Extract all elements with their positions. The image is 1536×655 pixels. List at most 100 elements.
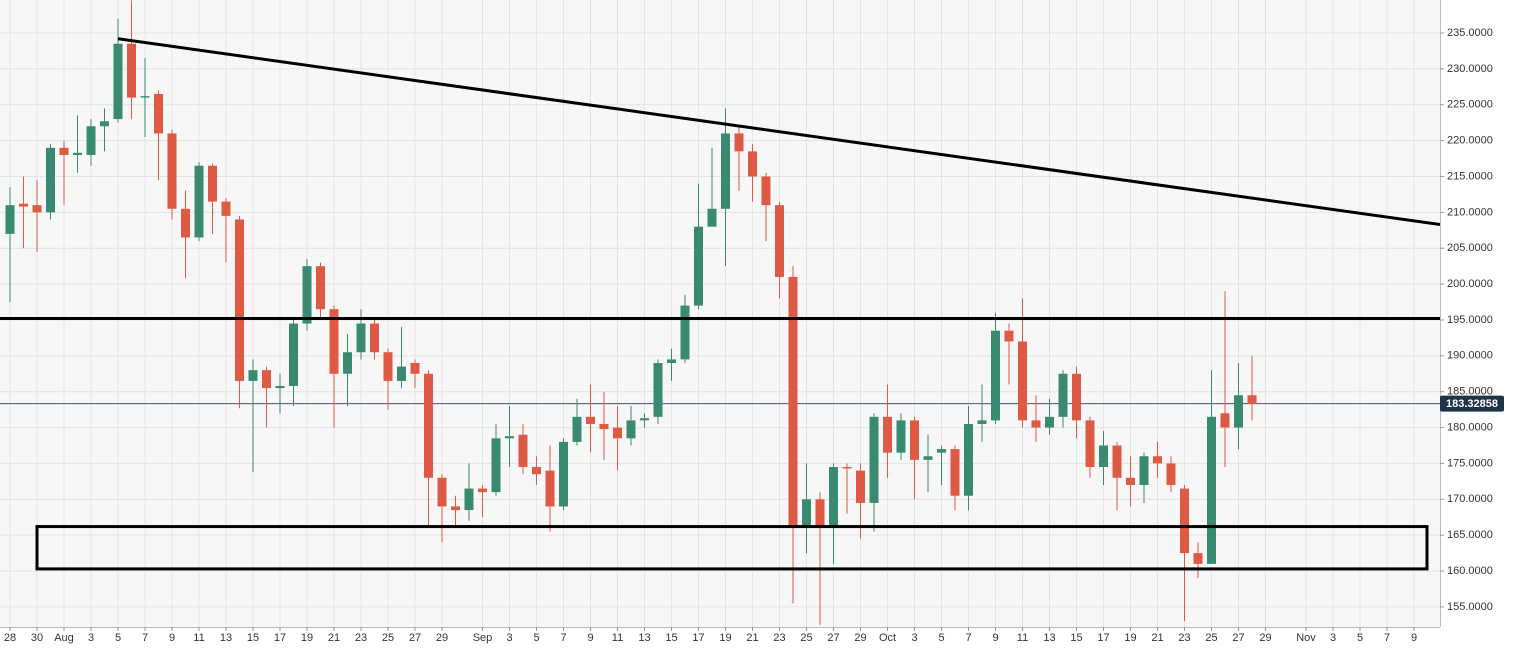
x-tick-label: 13 — [638, 632, 650, 644]
candle-body — [977, 420, 987, 424]
candle-body — [680, 305, 690, 360]
candle-body — [761, 176, 771, 206]
candle-body — [1234, 395, 1243, 428]
candle-body — [613, 427, 622, 439]
candle-body — [167, 133, 177, 209]
candle-body — [1220, 413, 1230, 428]
x-tick-label: 3 — [911, 632, 917, 644]
y-tick-label: 235.0000 — [1447, 27, 1493, 39]
x-tick-label: Oct — [879, 632, 896, 644]
x-tick-label: 30 — [31, 632, 43, 644]
x-tick-label: 15 — [247, 632, 259, 644]
candle-body — [775, 205, 784, 277]
x-tick-label: 15 — [665, 632, 677, 644]
candle-body — [896, 420, 906, 453]
candle-body — [1004, 330, 1014, 342]
y-tick-label: 220.0000 — [1447, 135, 1493, 147]
y-tick-label: 225.0000 — [1447, 99, 1493, 111]
x-tick-label: 5 — [1357, 632, 1363, 644]
candle-body — [640, 418, 649, 421]
y-tick-label: 210.0000 — [1447, 206, 1493, 218]
candle-body — [923, 456, 933, 460]
x-tick-label: 29 — [854, 632, 866, 644]
x-tick-label: Sep — [473, 632, 493, 644]
plot-area — [0, 0, 1440, 627]
y-tick-label: 165.0000 — [1447, 529, 1493, 541]
candle-body — [802, 499, 811, 528]
candle-body — [262, 370, 271, 389]
y-tick-label: 200.0000 — [1447, 278, 1493, 290]
y-tick-label: 190.0000 — [1447, 350, 1493, 362]
y-tick-label: 160.0000 — [1447, 565, 1493, 577]
candle-body — [1031, 420, 1041, 428]
x-tick-label: 29 — [436, 632, 448, 644]
y-tick-label: 230.0000 — [1447, 63, 1493, 75]
x-tick-label: 17 — [274, 632, 286, 644]
support-zone — [35, 525, 1429, 571]
candle-body — [424, 373, 433, 478]
candle-body — [518, 434, 528, 468]
x-tick-label: 15 — [1070, 632, 1082, 644]
y-tick-label: 195.0000 — [1447, 314, 1493, 326]
candle-body — [599, 423, 609, 429]
candle-body — [1058, 373, 1068, 417]
candle-body — [127, 43, 136, 98]
x-tick-label: Nov — [1296, 632, 1316, 644]
candle-body — [86, 126, 96, 155]
candle-body — [289, 323, 298, 386]
candle-body — [1193, 553, 1203, 564]
candle-body — [842, 467, 852, 469]
candle-body — [1139, 456, 1149, 485]
candle-body — [545, 470, 555, 507]
candle-body — [5, 205, 15, 234]
x-tick-label: 19 — [301, 632, 313, 644]
candle-body — [491, 438, 501, 493]
candle-body — [397, 366, 406, 381]
x-tick-label: 7 — [965, 632, 971, 644]
candle-body — [572, 416, 582, 442]
candle-body — [383, 352, 393, 381]
candle-body — [437, 477, 447, 507]
candle-body — [950, 449, 960, 496]
x-tick-label: 7 — [560, 632, 566, 644]
x-tick-label: 25 — [382, 632, 394, 644]
candle-body — [586, 416, 595, 424]
candle-body — [1072, 373, 1081, 421]
candle-body — [208, 165, 217, 202]
x-tick-label: 25 — [1205, 632, 1217, 644]
candle-body — [829, 467, 838, 528]
candle-body — [1166, 463, 1176, 485]
candle-body — [1180, 488, 1189, 554]
x-tick-label: 21 — [328, 632, 340, 644]
candle-body — [32, 205, 42, 213]
candle-body — [707, 208, 717, 227]
candle-body — [532, 467, 541, 475]
x-tick-label: Aug — [54, 632, 74, 644]
candle-body — [343, 352, 352, 374]
x-tick-label: 21 — [746, 632, 758, 644]
x-tick-label: 9 — [587, 632, 593, 644]
candle-body — [788, 276, 798, 528]
x-tick-label: 9 — [1411, 632, 1417, 644]
y-tick-label: 205.0000 — [1447, 242, 1493, 254]
candle-body — [1018, 341, 1027, 421]
candle-body — [1207, 416, 1216, 564]
candle-body — [410, 363, 420, 374]
x-tick-label: 3 — [506, 632, 512, 644]
candle-body — [1099, 445, 1108, 468]
x-tick-label: 23 — [1178, 632, 1190, 644]
candle-body — [667, 359, 676, 363]
candle-body — [815, 499, 825, 528]
x-tick-label: 3 — [88, 632, 94, 644]
candle-body — [1247, 395, 1257, 404]
candle-body — [464, 488, 474, 511]
candle-body — [302, 266, 312, 324]
candle-body — [329, 309, 339, 374]
candle-body — [73, 152, 82, 155]
candle-body — [883, 416, 892, 453]
candle-body — [59, 147, 69, 155]
y-tick-label: 170.0000 — [1447, 493, 1493, 505]
candle-body — [734, 133, 744, 152]
